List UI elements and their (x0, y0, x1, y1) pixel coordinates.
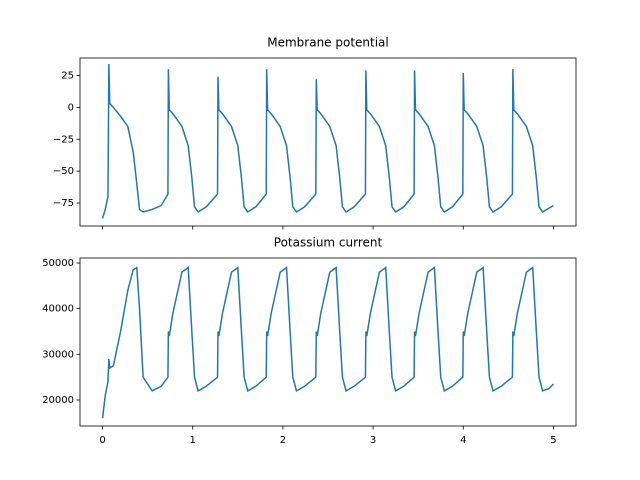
y-tick-label: 0 (68, 102, 74, 113)
y-tick-label: 20000 (42, 395, 74, 406)
chart-title: Potassium current (274, 236, 383, 250)
y-tick-label: −25 (53, 134, 74, 145)
line-series (101, 266, 554, 419)
y-tick-label: 40000 (42, 304, 74, 315)
x-tick-label: 5 (550, 435, 556, 446)
axes-frame (79, 57, 577, 227)
y-tick-label: 50000 (42, 258, 74, 269)
x-tick-label: 0 (99, 435, 105, 446)
axes-frame (79, 257, 577, 427)
x-tick-label: 2 (280, 435, 286, 446)
x-tick-label: 4 (460, 435, 466, 446)
chart-title: Membrane potential (267, 36, 389, 50)
x-tick-label: 3 (370, 435, 376, 446)
line-series (101, 63, 554, 219)
y-tick-label: −50 (53, 166, 74, 177)
x-tick-label: 1 (190, 435, 196, 446)
y-tick-label: 25 (61, 70, 74, 81)
y-tick-label: 30000 (42, 349, 74, 360)
y-tick-label: −75 (53, 198, 74, 209)
